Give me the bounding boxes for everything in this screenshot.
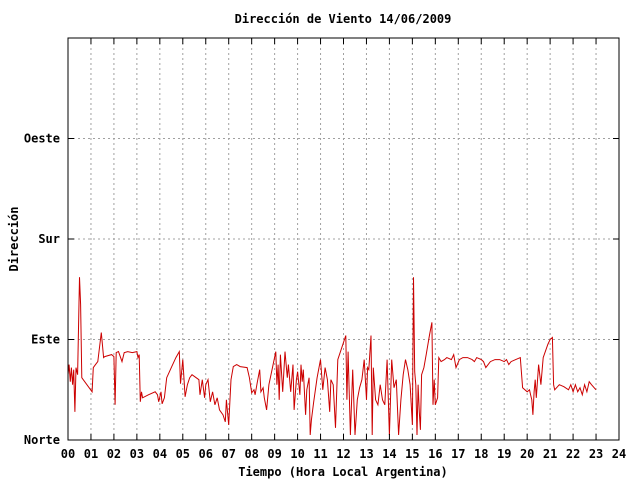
x-tick-label: 17 [451,447,465,461]
x-tick-label: 14 [382,447,396,461]
x-tick-label: 16 [428,447,442,461]
grid-lines [68,38,619,440]
chart-title: Dirección de Viento 14/06/2009 [235,12,452,26]
x-tick-label: 09 [267,447,281,461]
x-tick-label: 07 [221,447,235,461]
y-tick-label: Sur [38,232,60,246]
y-tick-label: Este [31,333,60,347]
x-tick-label: 00 [61,447,75,461]
x-tick-label: 20 [520,447,534,461]
x-tick-label: 18 [474,447,488,461]
x-tick-label: 04 [153,447,167,461]
x-tick-label: 02 [107,447,121,461]
x-tick-label: 21 [543,447,557,461]
y-axis-label: Dirección [7,206,21,271]
x-tick-label: 24 [612,447,626,461]
x-tick-label: 08 [244,447,258,461]
x-tick-label: 05 [176,447,190,461]
x-tick-label: 12 [336,447,350,461]
x-tick-label: 15 [405,447,419,461]
series-group [67,277,597,436]
x-tick-label: 11 [313,447,327,461]
x-tick-label: 19 [497,447,511,461]
x-tick-label: 22 [566,447,580,461]
x-axis-ticks: 00 01 02 03 04 05 06 07 08 09 10 11 12 13 14 15 16 17 18 19… [61,38,626,461]
x-tick-label: 01 [84,447,98,461]
y-tick-label: Oeste [24,132,60,146]
x-axis-label: Tiempo (Hora Local Argentina) [238,465,448,479]
x-tick-label: 10 [290,447,304,461]
x-tick-label: 06 [199,447,213,461]
x-tick-label: 23 [589,447,603,461]
series-line-wind-direction [67,277,597,436]
x-tick-label: 03 [130,447,144,461]
y-axis-ticks: Norte Este Sur Oeste [24,132,619,447]
x-tick-label: 13 [359,447,373,461]
y-tick-label: Norte [24,433,60,447]
